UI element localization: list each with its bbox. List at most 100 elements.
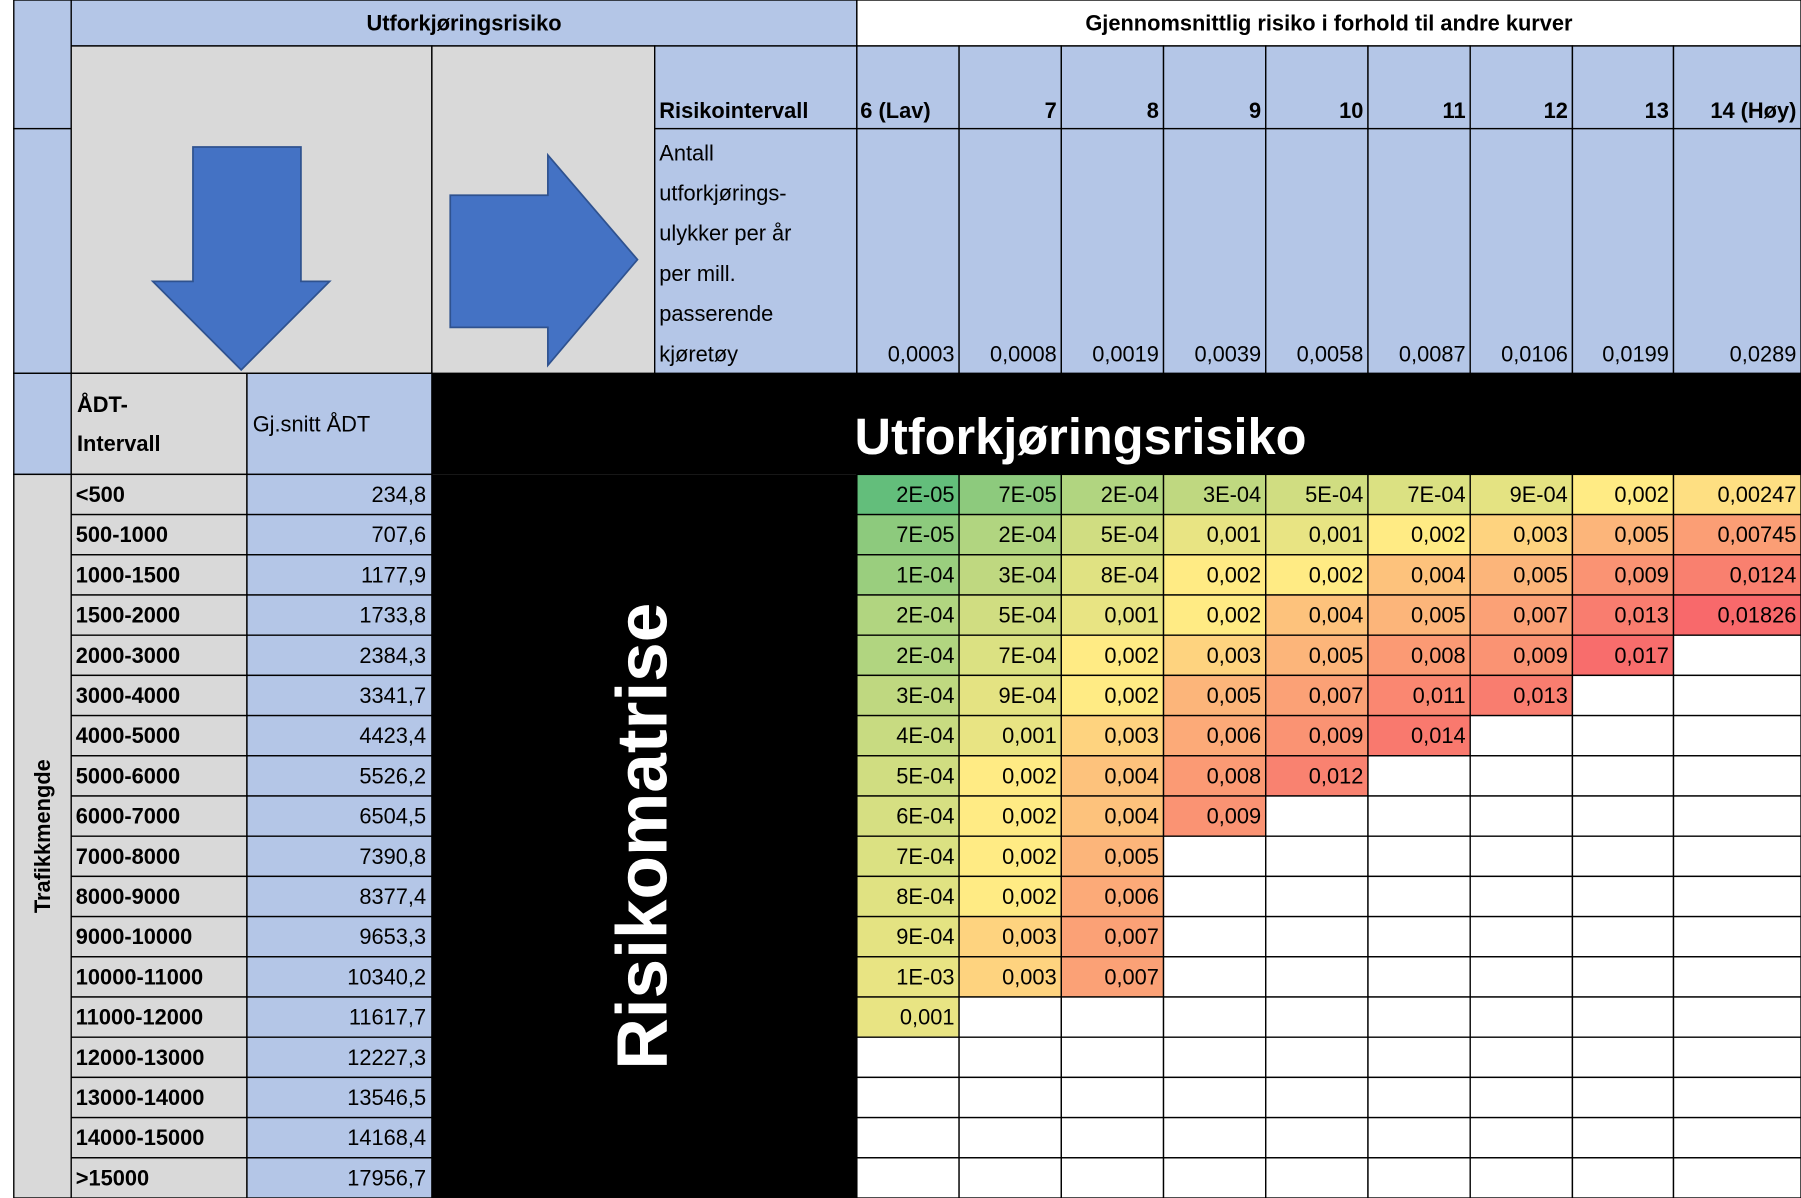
interval-cell [70, 755, 248, 797]
risk-value: 0,002 [1207, 562, 1262, 587]
heat-cell [1469, 795, 1574, 837]
risk-value: 3E-04 [896, 683, 954, 708]
heat-cell [1060, 795, 1165, 837]
risk-value: 8E-04 [896, 884, 954, 909]
row-group-label: Trafikkmengde [30, 759, 55, 913]
side-banner: Risikomatrise [604, 603, 683, 1070]
heat-cell [958, 996, 1062, 1038]
decorations [150, 146, 639, 372]
right-arrow [449, 152, 639, 368]
risk-value: 3E-04 [1203, 482, 1261, 507]
heat-cell [856, 996, 960, 1038]
risk-value: 0,013 [1513, 683, 1568, 708]
average-cell [246, 875, 433, 918]
risk-value: 0,002 [1104, 643, 1159, 668]
heat-cell [1162, 513, 1267, 556]
interval-cell [70, 1036, 248, 1079]
risk-value: 0,002 [1614, 482, 1669, 507]
heat-cell [1469, 996, 1574, 1038]
heat-cell [958, 634, 1062, 677]
risk-value: 7E-04 [896, 844, 954, 869]
heat-cell [1060, 1157, 1165, 1198]
interval-cell [70, 513, 248, 556]
heat-cell [1265, 996, 1369, 1038]
interval-cell [70, 1157, 248, 1198]
risk-value: 0,001 [1309, 522, 1364, 547]
rate-cell [1060, 127, 1165, 374]
heat-cell [1162, 1036, 1267, 1079]
interval: 3000-4000 [76, 683, 180, 708]
heat-cell [1672, 755, 1801, 797]
heat-cell [1672, 875, 1801, 918]
interval-cell [70, 835, 248, 878]
heat-cell [1571, 1116, 1675, 1159]
risk-interval: 13 [1645, 98, 1669, 123]
heat-cell [1265, 795, 1369, 837]
risk-value: 0,009 [1309, 723, 1364, 748]
heat-cell [1265, 956, 1369, 998]
risk-interval: 7 [1045, 98, 1057, 123]
heat-cell [1469, 473, 1574, 516]
heat-cell [1060, 755, 1165, 797]
risk-value: 0,003 [1104, 723, 1159, 748]
heat-cell [1367, 755, 1471, 797]
rate-cell [856, 127, 960, 374]
heat-cell [1571, 996, 1675, 1038]
heat-cell [958, 755, 1062, 797]
heat-cell [1162, 996, 1267, 1038]
cell [13, 0, 72, 130]
heat-cell [1060, 915, 1165, 958]
average: 1177,9 [361, 562, 426, 587]
rate-label: per mill. [659, 261, 735, 286]
cell [13, 127, 72, 374]
risk-value: 9E-04 [998, 683, 1056, 708]
rate-value: 0,0106 [1501, 341, 1568, 366]
risk-value: 0,01826 [1718, 603, 1797, 628]
average-cell [246, 473, 433, 516]
risk-value: 0,003 [1207, 643, 1262, 668]
heat-cell [1265, 875, 1369, 918]
heat-cell [1060, 473, 1165, 516]
heat-cell [958, 1116, 1062, 1159]
average: 3341,7 [359, 683, 426, 708]
rate-cell [1265, 127, 1369, 374]
risk-value: 9E-04 [1510, 482, 1568, 507]
risk-value: 1E-03 [896, 964, 954, 989]
cell [70, 372, 248, 476]
risk-value: 0,004 [1104, 804, 1159, 829]
risk-interval: 9 [1249, 98, 1261, 123]
interval-cell [70, 956, 248, 998]
heat-cell [1571, 875, 1675, 918]
rate-value: 0,0003 [888, 341, 955, 366]
heat-cell [856, 915, 960, 958]
heat-cell [1367, 996, 1471, 1038]
interval: 5000-6000 [76, 763, 180, 788]
heat-cell [1469, 915, 1574, 958]
heat-cell [1469, 554, 1574, 596]
risk-value: 0,002 [1309, 562, 1364, 587]
heat-cell [1672, 956, 1801, 998]
heat-cell [1571, 835, 1675, 878]
rate-cell [1672, 127, 1801, 374]
rate-label: utforkjørings- [659, 180, 786, 205]
heat-cell [958, 915, 1062, 958]
rate-value: 0,0058 [1297, 341, 1364, 366]
average-cell [246, 795, 433, 837]
risk-interval: 11 [1443, 98, 1466, 123]
heat-cell [1571, 1076, 1675, 1119]
average-cell [246, 1157, 433, 1198]
rate-value: 0,0039 [1194, 341, 1261, 366]
column-header: Intervall [77, 431, 161, 456]
risk-value: 4E-04 [896, 723, 954, 748]
heat-cell [1469, 1157, 1574, 1198]
rate-cell [1162, 127, 1267, 374]
heat-cell [856, 554, 960, 596]
rate-cell [958, 127, 1062, 374]
heat-cell [856, 1116, 960, 1159]
heat-cell [1571, 714, 1675, 757]
heat-cell [1672, 473, 1801, 516]
interval: 4000-5000 [76, 723, 180, 748]
interval: 12000-13000 [76, 1045, 205, 1070]
heat-cell [1571, 554, 1675, 596]
heat-cell [1162, 1076, 1267, 1119]
